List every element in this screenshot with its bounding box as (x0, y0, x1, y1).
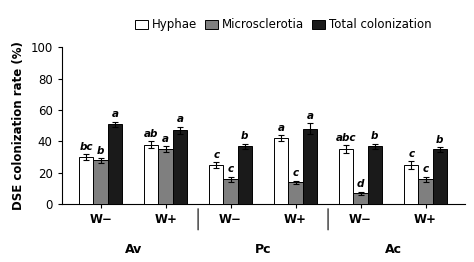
Text: abc: abc (336, 133, 356, 143)
Bar (433, 149, 447, 204)
Text: c: c (213, 150, 219, 160)
Bar (339, 149, 354, 204)
Bar (274, 138, 288, 204)
Bar (303, 129, 317, 204)
Bar (79, 157, 93, 204)
Text: a: a (162, 134, 169, 144)
Text: a: a (278, 123, 285, 133)
Text: ab: ab (144, 129, 158, 139)
Bar (223, 179, 238, 204)
Bar (173, 130, 187, 204)
Text: Av: Av (125, 243, 142, 256)
Text: c: c (228, 165, 234, 174)
Text: b: b (97, 146, 104, 156)
Legend: Hyphae, Microsclerotia, Total colonization: Hyphae, Microsclerotia, Total colonizati… (135, 19, 432, 31)
Text: bc: bc (80, 142, 93, 152)
Bar (354, 193, 368, 204)
Text: c: c (292, 168, 299, 178)
Bar (144, 145, 158, 204)
Text: a: a (111, 110, 118, 119)
Bar (158, 149, 173, 204)
Bar (404, 165, 419, 204)
Text: b: b (436, 135, 444, 145)
Bar (288, 182, 303, 204)
Text: c: c (422, 165, 428, 174)
Text: a: a (176, 114, 183, 124)
Bar (93, 160, 108, 204)
Bar (108, 124, 122, 204)
Bar (209, 165, 223, 204)
Bar (368, 146, 382, 204)
Bar (419, 179, 433, 204)
Text: a: a (306, 111, 313, 121)
Text: b: b (371, 132, 379, 141)
Text: Pc: Pc (255, 243, 271, 256)
Bar (238, 146, 252, 204)
Text: d: d (357, 179, 364, 189)
Text: Ac: Ac (384, 243, 401, 256)
Y-axis label: DSE colonization rate (%): DSE colonization rate (%) (12, 41, 25, 210)
Text: c: c (408, 149, 414, 159)
Text: b: b (241, 132, 248, 141)
